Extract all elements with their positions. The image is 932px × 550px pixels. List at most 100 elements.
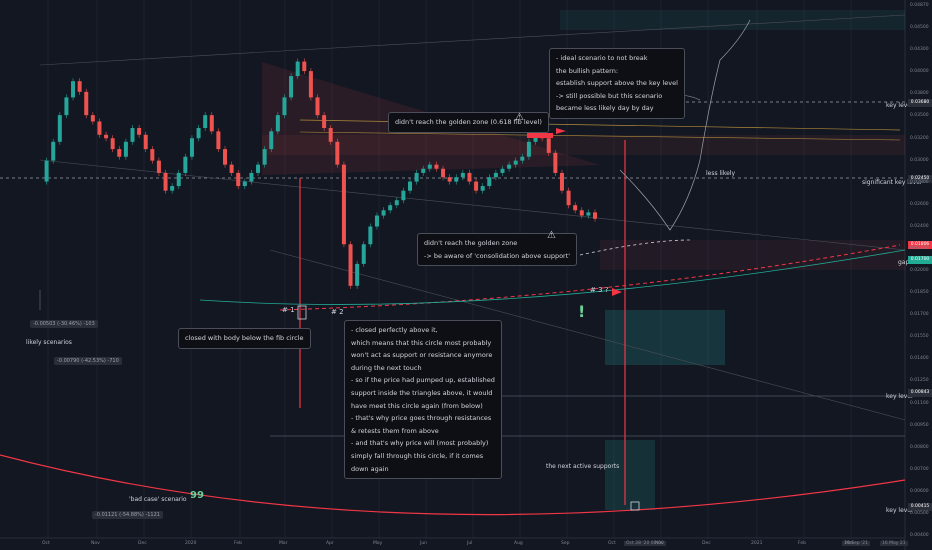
candle-body [421, 168, 426, 173]
ideal-line-1: - ideal scenario to not break [556, 54, 648, 62]
candle-body [209, 115, 214, 132]
x-tick-label: Apr [326, 541, 334, 546]
candle-body [507, 164, 512, 169]
candle-body [97, 121, 102, 135]
price-box-key-top: 0.03680 [908, 99, 932, 107]
y-tick-label: 0.02400 [910, 223, 929, 229]
candle-body [381, 210, 386, 216]
x-tick-label: Dec [702, 541, 711, 546]
candle-body [123, 141, 128, 157]
candle-body [289, 76, 294, 98]
measure-label-1: -0.00503 (-30.46%) -103 [30, 320, 98, 328]
y-tick-label: 0.01250 [910, 378, 929, 384]
closed-above-line-11: simply fall through this circle, if it c… [351, 451, 484, 460]
candle-body [262, 149, 267, 165]
x-tick-label: Nov [655, 541, 664, 546]
candle-body [84, 91, 89, 116]
candle-body [441, 168, 446, 178]
ideal-line-4: -> still possible but this scenario [556, 91, 663, 100]
golden-top-text: didn't reach the golden zone (0.618 fib … [395, 118, 542, 126]
candle-body [117, 149, 122, 157]
y-tick-label: 0.03800 [910, 91, 929, 97]
y-tick-label: 0.01850 [910, 290, 929, 296]
y-tick-label: 0.01100 [910, 400, 929, 406]
candle-body [513, 160, 518, 165]
key-level-label-bottom: key level [886, 507, 913, 514]
candle-body [566, 190, 571, 206]
candle-body [341, 164, 346, 245]
y-tick-label: 0.00800 [910, 444, 929, 450]
gap-zone [600, 240, 905, 270]
candle-body [573, 205, 578, 211]
top-green-zone [560, 10, 905, 30]
candle-body [328, 127, 333, 142]
marker-3: # 3 ? [590, 286, 609, 294]
fib-line-golden [299, 131, 901, 141]
arrow-right-icon [556, 128, 566, 134]
candle-body [355, 263, 360, 286]
x-tick-label: Mar [279, 541, 288, 546]
candle-body [546, 138, 551, 153]
x-tick-label: Jun [420, 541, 428, 546]
candle-body [51, 141, 56, 161]
warning-icon-top: ⚠ [515, 112, 524, 123]
candle-body [163, 172, 168, 191]
candle-body [203, 115, 208, 128]
ideal-line-3: establish support above the key level [556, 79, 678, 88]
fib-circle-lower [0, 454, 906, 516]
closed-above-line-1: - closed perfectly above it, [351, 326, 438, 334]
candle-body [427, 164, 432, 169]
y-tick-label: 0.00950 [910, 422, 929, 428]
warning-icon-bottom: ⚠ [547, 230, 556, 241]
candle-body [414, 172, 419, 182]
candle-body [110, 138, 115, 150]
candle-body [593, 212, 597, 219]
y-tick-label: 0.00500 [910, 510, 929, 516]
candle-body [183, 156, 188, 173]
price-box-key-bottom: 0.00415 [908, 503, 932, 511]
y-tick-label: 0.03500 [910, 113, 929, 119]
measure-label-3: -0.01121 (-54.88%) -1121 [92, 511, 163, 519]
price-box-red: 0.01806 [908, 241, 932, 249]
closed-below-note: closed with body below the fib circle [178, 328, 311, 349]
golden-zone-bottom-note: didn't reach the golden zone -> be aware… [417, 233, 578, 267]
x-tick-label: Nov [91, 541, 100, 546]
closed-above-line-7: have meet this circle again (from below) [351, 401, 483, 410]
candle-body [579, 210, 584, 216]
golden-zone-top-note: didn't reach the golden zone (0.618 fib … [388, 112, 549, 133]
resistance-zone [262, 135, 905, 155]
candle-body [388, 205, 393, 211]
closed-above-line-8: - that's why price goes through resistan… [351, 414, 492, 423]
closed-above-note: - closed perfectly above it, which means… [344, 320, 502, 480]
y-tick-label: 0.01400 [910, 356, 929, 362]
x-tick-label: Jul [467, 541, 473, 546]
closed-above-line-9: & retests them from above [351, 426, 439, 435]
arrow-right-icon-2 [612, 288, 622, 296]
candle-body [374, 215, 379, 227]
next-supports-label: the next active supports [546, 463, 620, 470]
closed-above-line-4: during the next touch [351, 363, 422, 372]
golden-target-box [527, 133, 553, 138]
y-tick-label: 0.04870 [910, 3, 929, 8]
candle-body [295, 61, 300, 77]
key-level-label-mid: key level [886, 393, 913, 400]
marker-1: # 1 [282, 306, 295, 314]
candle-body [189, 138, 194, 157]
candle-body [408, 181, 412, 191]
candle-body [77, 81, 82, 92]
candle-body [137, 127, 142, 135]
likely-scenarios-label: likely scenarios [26, 339, 72, 346]
candle-body [315, 97, 320, 116]
candle-body [559, 172, 564, 191]
closed-above-line-12: down again [351, 464, 389, 473]
candle-body [64, 97, 69, 116]
candle-body [216, 131, 221, 150]
support-zone-green-low [605, 440, 655, 510]
y-tick-label: 0.04500 [910, 25, 929, 31]
x-tick-label: 2020 [185, 541, 197, 546]
candle-body [104, 134, 109, 139]
candle-body [493, 172, 498, 178]
candle-body [229, 164, 234, 173]
projection-dashed [579, 239, 691, 256]
candle-body [170, 186, 175, 191]
